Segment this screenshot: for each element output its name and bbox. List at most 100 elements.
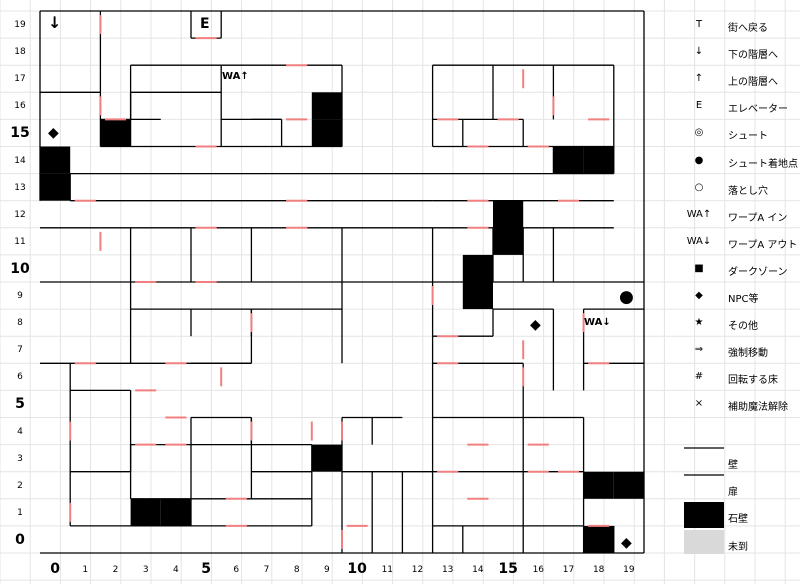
swatch-label: 壁: [728, 460, 738, 471]
doors: [69, 15, 610, 549]
legend-label: エレベーター: [728, 104, 788, 116]
legend-symbol: WA↑: [686, 208, 712, 220]
y-axis-label: 13: [14, 182, 26, 193]
legend-symbol: ◆: [695, 290, 703, 301]
legend-symbol: ■: [694, 262, 704, 274]
x-axis-label: 1: [82, 565, 89, 575]
x-axis-label: 10: [347, 561, 367, 577]
x-axis-label: 14: [472, 565, 484, 575]
x-axis-label: 7: [263, 565, 270, 575]
stone-wall-cell: [311, 92, 342, 120]
stone-wall-cell: [583, 146, 614, 174]
x-axis-label: 15: [498, 561, 518, 577]
stone-wall-cell: [553, 146, 584, 174]
y-axis-label: 17: [14, 74, 26, 85]
swatch-label: 未到: [728, 542, 748, 553]
x-axis-label: 9: [324, 565, 330, 575]
stone-wall-cell: [40, 173, 71, 201]
swatch-label: 石壁: [728, 514, 748, 525]
legend-label: 上の階層へ: [728, 77, 778, 89]
x-axis-label: 0: [50, 561, 60, 577]
x-axis-label: 19: [623, 565, 635, 575]
y-axis-label: 8: [17, 318, 23, 329]
elevator-marker: E: [200, 16, 210, 32]
npc-marker: ◆: [530, 317, 541, 333]
y-axis-label: 19: [14, 20, 26, 30]
x-axis-label: 17: [562, 565, 575, 575]
warp-in-marker: WA↑: [222, 71, 249, 82]
y-axis-label: 15: [10, 125, 30, 142]
legend-label: シュート: [728, 131, 768, 143]
stone-wall-cell: [493, 200, 524, 228]
legend-symbol: ↓: [694, 46, 704, 58]
legend-swatches: [684, 447, 724, 554]
stone-wall-cell: [462, 282, 493, 310]
y-axis-label: 11: [14, 236, 26, 247]
x-axis-label: 11: [381, 565, 394, 575]
chute-landing-marker: ●: [619, 287, 634, 307]
y-axis-label: 4: [17, 426, 23, 437]
walls: [39, 10, 645, 554]
legend-label: 下の階層へ: [728, 50, 778, 62]
y-axis-label: 1: [17, 507, 23, 518]
stairs-down-marker: ↓: [48, 13, 62, 32]
x-axis-label: 6: [233, 565, 240, 575]
stone-wall-cell: [40, 146, 71, 174]
x-axis-label: 5: [201, 561, 211, 577]
legend-symbol: ⇒: [694, 344, 704, 356]
y-axis-label: 9: [17, 291, 23, 301]
legend-label: NPC等: [728, 294, 759, 305]
unvisited-swatch: [684, 530, 724, 554]
stone-swatch: [684, 502, 724, 528]
x-axis-label: 18: [592, 565, 605, 575]
y-axis-label: 6: [17, 372, 23, 383]
legend-label: 街へ戻る: [728, 23, 768, 34]
legend-symbol: WA↓: [686, 235, 712, 247]
legend-symbol: ○: [694, 181, 704, 193]
legend-symbol: E: [695, 100, 703, 112]
legend-label: ダークゾーン: [728, 266, 788, 278]
stone-wall-cell: [130, 498, 161, 526]
legend-symbol: T: [695, 19, 703, 30]
legend-symbol: ★: [694, 317, 704, 329]
stone-wall-cell: [462, 254, 493, 282]
stone-wall-cell: [311, 119, 342, 147]
warp-out-marker: WA↓: [584, 317, 611, 328]
stone-wall-cell: [493, 227, 524, 255]
legend-label: ワープA アウト: [728, 239, 798, 251]
legend-label: 落とし穴: [728, 185, 768, 197]
stone-wall-cell: [311, 444, 342, 472]
legend-symbol: #: [694, 371, 704, 383]
swatch-label: 扉: [728, 487, 738, 498]
legend-label: 回転する床: [728, 375, 778, 387]
legend-label: シュート着地点: [728, 158, 798, 170]
legend-label: その他: [728, 321, 758, 333]
x-axis-label: 16: [532, 565, 545, 575]
legend-label: 強制移動: [728, 348, 768, 360]
y-axis-label: 3: [17, 453, 23, 464]
y-axis-label: 7: [17, 345, 23, 356]
x-axis-label: 4: [173, 565, 179, 575]
stone-walls: [40, 92, 644, 553]
stone-wall-cell: [583, 471, 614, 499]
y-axis-label: 5: [15, 396, 25, 413]
legend-symbol: ↑: [694, 73, 704, 85]
stone-wall-cell: [100, 119, 131, 147]
legend-symbol: ×: [694, 398, 704, 410]
y-axis-label: 18: [14, 47, 26, 58]
x-axis-label: 13: [441, 565, 454, 575]
x-axis-label: 12: [411, 565, 424, 575]
x-axis-label: 3: [142, 565, 149, 575]
stone-wall-cell: [160, 498, 191, 526]
legend-symbol: ◎: [694, 127, 704, 139]
y-axis-label: 12: [14, 209, 26, 220]
y-axis-label: 14: [14, 155, 26, 166]
y-axis-label: 16: [14, 101, 26, 112]
y-axis-label: 2: [17, 480, 23, 491]
stone-wall-cell: [583, 525, 614, 553]
stone-wall-cell: [613, 471, 644, 499]
x-axis-label: 8: [293, 565, 300, 575]
legend-label: 補助魔法解除: [728, 402, 788, 414]
